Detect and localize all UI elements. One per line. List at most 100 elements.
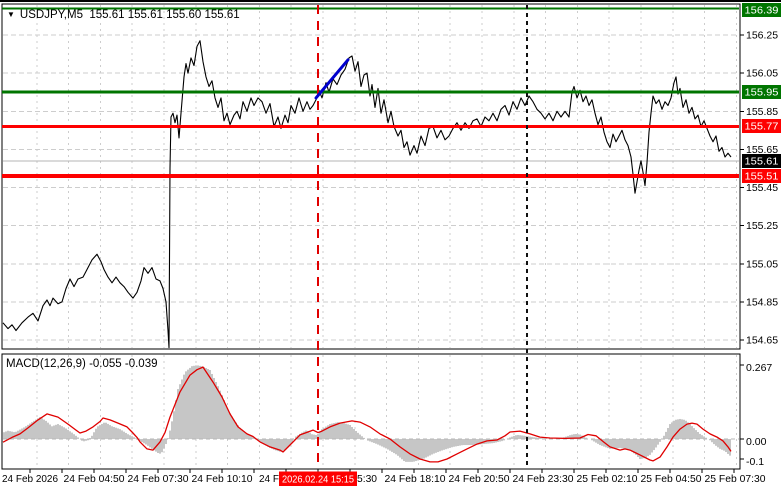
x-axis-label: 24 Feb 04:50 [64,473,125,485]
macd-histogram-bar [697,432,699,439]
macd-histogram-bar [469,439,471,446]
macd-histogram-bar [497,439,499,443]
macd-histogram-bar [39,417,41,439]
macd-histogram-bar [327,425,329,439]
macd-histogram-bar [357,432,359,439]
macd-histogram-bar [339,422,341,439]
time-marker-badge [279,471,357,486]
macd-histogram-bar [647,439,649,457]
macd-histogram-bar [313,434,315,439]
macd-histogram-bar [285,439,287,450]
macd-histogram-bar [591,439,593,441]
y-axis-label: 155.25 [746,220,778,232]
macd-histogram-bar [651,439,653,453]
macd-histogram-bar [429,439,431,456]
macd-histogram-bar [251,436,253,439]
macd-histogram-bar [409,439,411,462]
macd-histogram-bar [241,429,243,439]
macd-histogram-bar [689,424,691,439]
x-axis-label: 24 Feb 10:10 [192,473,253,485]
macd-histogram-bar [431,439,433,455]
time-marker-label: 2026.02.24 15:15 [282,474,354,486]
macd-signal-line [2,366,732,463]
macd-histogram-bar [97,426,99,439]
macd-histogram-bar [191,366,193,439]
y-axis-label: 155.05 [746,258,778,270]
macd-histogram-bar [575,434,577,439]
macd-histogram-bar [359,434,361,439]
macd-histogram-bar [683,419,685,439]
macd-histogram-bar [201,366,203,439]
macd-histogram-bar [269,439,271,448]
macd-histogram-bar [147,439,149,446]
macd-histogram-bar [705,437,707,439]
macd-histogram-bar [615,439,617,449]
macd-histogram-bar [129,435,131,439]
macd-histogram-bar [649,439,651,455]
macd-histogram-bar [325,426,327,439]
macd-histogram-bar [407,439,409,462]
macd-histogram-bar [139,439,141,441]
macd-histogram-bar [499,439,501,442]
macd-histogram-bar [53,425,55,439]
macd-histogram-bar [199,365,201,439]
macd-histogram-bar [33,420,35,439]
macd-histogram-bar [161,439,163,453]
macd-histogram-bar [619,439,621,448]
macd-histogram-bar [629,439,631,451]
macd-histogram-bar [35,419,37,439]
macd-histogram-bar [273,439,275,450]
macd-histogram-bar [25,426,27,439]
macd-histogram-bar [677,419,679,439]
macd-histogram-bar [31,422,33,439]
macd-histogram-bar [709,439,711,441]
macd-histogram-bar [81,439,83,441]
macd-histogram-bar [299,433,301,439]
macd-histogram-bar [37,418,39,439]
macd-histogram-bar [687,422,689,439]
macd-histogram-bar [77,437,79,439]
macd-plot-area[interactable] [1,353,741,470]
macd-histogram-bar [691,426,693,439]
macd-histogram-bar [335,422,337,439]
macd-histogram-bar [231,416,233,439]
macd-histogram-bar [637,439,639,457]
macd-histogram-bar [171,421,173,439]
macd-histogram-bar [43,419,45,439]
macd-histogram-bar [601,439,603,446]
macd-histogram-bar [703,436,705,439]
macd-histogram-bar [177,389,179,439]
macd-histogram-bar [283,439,285,451]
macd-histogram-bar [419,439,421,460]
macd-histogram-bar [699,433,701,439]
x-axis-label: 25 Feb 02:10 [577,473,638,485]
macd-histogram-bar [215,381,217,439]
macd-histogram-bar [593,439,595,442]
macd-histogram-bar [611,439,613,449]
macd-histogram-bar [411,439,413,462]
collapse-indicator-icon[interactable]: ▼ [7,10,15,19]
macd-histogram-bar [567,435,569,439]
macd-histogram-bar [247,434,249,439]
macd-histogram-bar [65,428,67,439]
y-axis-label: 156.25 [746,30,778,42]
macd-histogram-bar [369,439,371,442]
macd-histogram-bar [353,429,355,439]
macd-histogram-bar [475,439,477,445]
macd-histogram-bar [275,439,277,451]
macd-histogram-bar [205,367,207,439]
macd-histogram-bar [681,419,683,439]
macd-histogram-bar [217,386,219,439]
macd-histogram-bar [621,439,623,449]
macd-histogram-bar [153,439,155,451]
macd-axis-label: -0.1 [746,456,764,468]
x-axis-label: 25 Feb 07:30 [705,473,766,485]
macd-histogram-bar [309,432,311,439]
macd-histogram-bar [289,439,291,446]
macd-histogram-bar [367,439,369,441]
macd-histogram-bar [93,432,95,439]
macd-histogram-bar [109,425,111,439]
macd-histogram-bar [701,435,703,439]
trendline[interactable] [314,58,350,100]
